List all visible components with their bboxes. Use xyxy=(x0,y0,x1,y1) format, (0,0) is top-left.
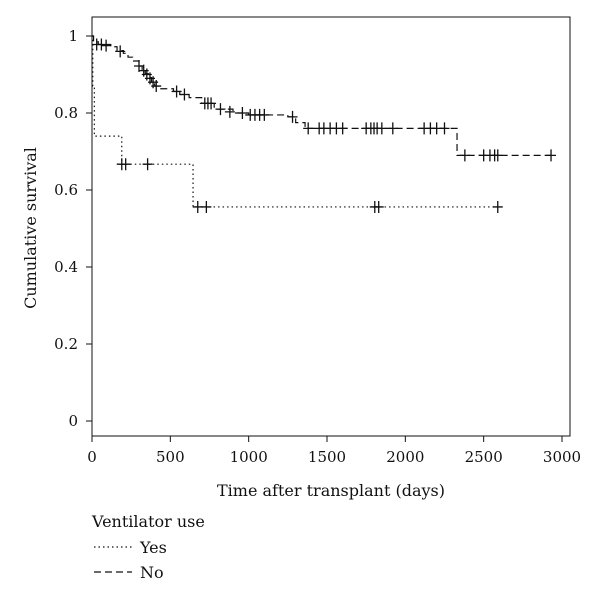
legend-title: Ventilator use xyxy=(91,512,205,531)
legend-label-yes: Yes xyxy=(139,538,167,557)
censor-mark-yes xyxy=(142,158,153,171)
y-tick-label: 0.4 xyxy=(54,258,78,276)
censor-mark-no xyxy=(439,122,450,135)
censor-mark-no xyxy=(546,149,557,162)
censor-mark-no xyxy=(151,80,162,93)
censor-mark-no xyxy=(259,108,270,121)
censor-mark-yes xyxy=(201,200,212,213)
censor-mark-no xyxy=(287,110,298,123)
x-tick-label: 2500 xyxy=(465,448,503,466)
x-tick-label: 1500 xyxy=(308,448,346,466)
series-layer xyxy=(91,35,557,213)
y-tick-label: 0.2 xyxy=(54,335,78,353)
y-axis-label: Cumulative survival xyxy=(21,147,40,309)
censor-mark-no xyxy=(376,122,387,135)
censor-mark-no xyxy=(303,122,314,135)
censor-mark-yes xyxy=(120,158,131,171)
censor-mark-no xyxy=(101,39,112,52)
censor-mark-no xyxy=(206,97,217,110)
x-tick-label: 2000 xyxy=(386,448,424,466)
x-tick-label: 3000 xyxy=(543,448,581,466)
censor-mark-no xyxy=(115,45,126,58)
y-tick-label: 0.8 xyxy=(54,104,78,122)
y-tick-label: 1 xyxy=(68,27,78,45)
plot-frame xyxy=(91,16,571,437)
legend-label-no: No xyxy=(140,563,164,582)
censor-mark-yes xyxy=(192,200,203,213)
x-tick-label: 1000 xyxy=(230,448,268,466)
censor-mark-no xyxy=(337,122,348,135)
x-tick-label: 0 xyxy=(87,448,97,466)
censor-mark-no xyxy=(96,38,107,51)
y-axis-ticks: 0 0.2 0.4 0.6 0.8 1 xyxy=(54,27,92,430)
censor-mark-no xyxy=(459,149,470,162)
censor-mark-no xyxy=(492,149,503,162)
censor-mark-yes xyxy=(492,200,503,213)
censor-mark-no xyxy=(215,103,226,116)
x-axis-label: Time after transplant (days) xyxy=(217,481,445,500)
censor-mark-yes xyxy=(373,200,384,213)
censor-mark-no xyxy=(171,85,182,98)
series-line-no xyxy=(92,35,555,156)
censor-mark-no xyxy=(224,105,235,118)
y-tick-label: 0 xyxy=(68,412,78,430)
censor-mark-no xyxy=(387,122,398,135)
y-tick-label: 0.6 xyxy=(54,181,78,199)
x-axis-ticks: 0 500 1000 1500 2000 2500 3000 xyxy=(87,436,581,466)
censor-mark-no xyxy=(179,88,190,101)
x-tick-label: 500 xyxy=(156,448,185,466)
censor-mark-no xyxy=(237,107,248,119)
